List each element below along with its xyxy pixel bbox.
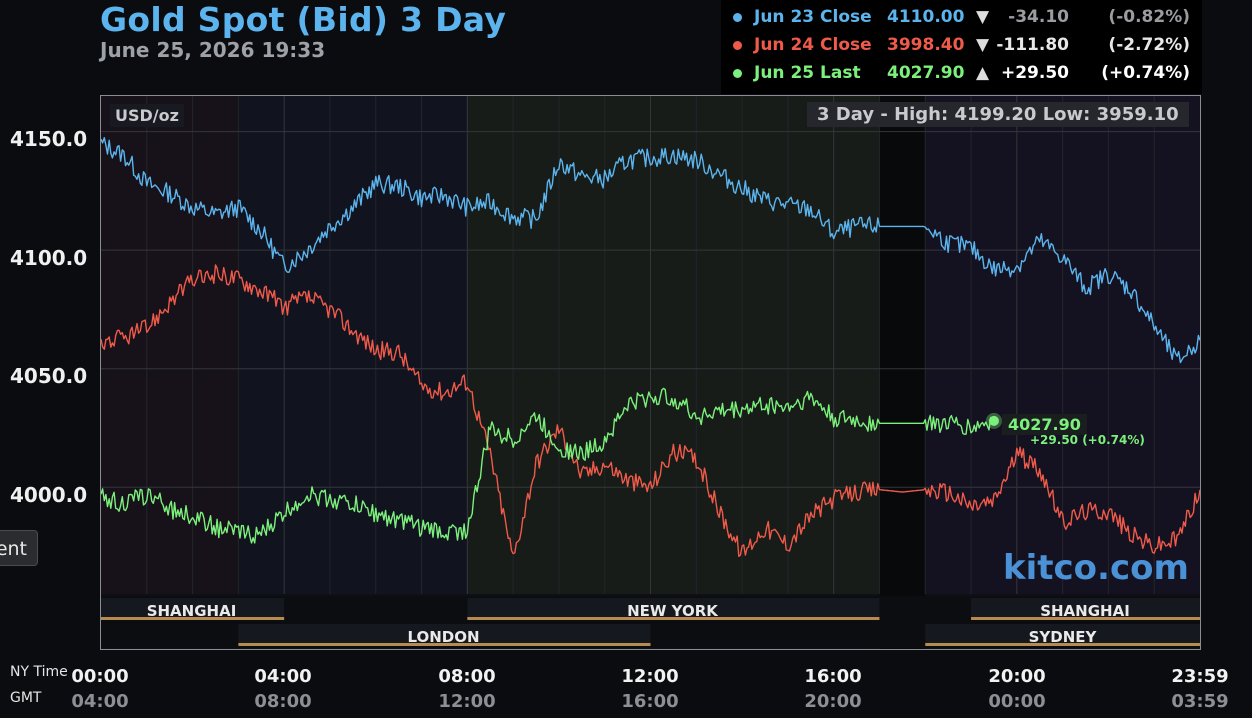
x-tick-ny: 23:59 <box>1171 666 1229 687</box>
session-bar-underline <box>971 617 1200 620</box>
unit-label: USD/oz <box>110 104 184 127</box>
x-tick-ny: 08:00 <box>438 666 496 687</box>
y-tick-label: 4100.0 <box>10 246 88 270</box>
series-line-jun-25-last <box>100 387 995 544</box>
x-tick-gmt: 08:00 <box>254 691 312 712</box>
x-tick-gmt: 12:00 <box>438 691 496 712</box>
legend-change: +29.50 <box>1000 63 1069 83</box>
legend-label: Jun 24 Close <box>754 35 872 55</box>
legend-row-jun24: Jun 24 Close 3998.40 ▼ -111.80 (-2.72%) <box>721 34 1202 58</box>
legend-price: 4110.00 <box>887 7 965 27</box>
page-title: Gold Spot (Bid) 3 Day <box>100 0 507 39</box>
gridlines <box>101 96 1200 594</box>
session-bar <box>971 598 1200 618</box>
x-tick-gmt: 16:00 <box>621 691 679 712</box>
session-bar <box>925 624 1200 644</box>
session-bar-underline <box>467 617 880 620</box>
x-tick-ny: 20:00 <box>988 666 1046 687</box>
legend-row-jun23: Jun 23 Close 4110.00 ▼ -34.10 (-0.82%) <box>721 6 1202 30</box>
legend-percent: (-2.72%) <box>1108 35 1190 55</box>
series-line-jun-24-close <box>100 264 1201 557</box>
x-tick-gmt: 20:00 <box>804 691 862 712</box>
up-arrow-icon: ▲ <box>976 63 990 83</box>
legend-price: 3998.40 <box>887 35 965 55</box>
timestamp: June 25, 2026 19:33 <box>100 38 326 62</box>
legend-change: -111.80 <box>996 35 1069 55</box>
ny-time-label: NY Time <box>10 664 68 680</box>
session-label-new-york: NEW YORK <box>627 602 718 620</box>
series-dot-icon <box>733 41 742 50</box>
legend-price: 4027.90 <box>887 63 965 83</box>
side-panel-button[interactable]: ent <box>0 530 38 566</box>
x-tick-gmt: 04:00 <box>71 691 129 712</box>
legend-row-jun25: Jun 25 Last 4027.90 ▲ +29.50 (+0.74%) <box>721 62 1202 86</box>
plot-border <box>100 95 1201 650</box>
x-tick-gmt: 03:59 <box>1171 691 1229 712</box>
session-label-shanghai: SHANGHAI <box>146 602 237 620</box>
legend-percent: (-0.82%) <box>1108 7 1190 27</box>
x-tick-ny: 04:00 <box>254 666 312 687</box>
x-tick-ny: 16:00 <box>804 666 862 687</box>
watermark-logo: kitco.com <box>1003 548 1189 588</box>
session-background <box>467 96 880 594</box>
session-label-shanghai: SHANGHAI <box>1040 602 1130 620</box>
gmt-label: GMT <box>10 690 42 706</box>
session-bar-underline <box>238 643 651 646</box>
session-background <box>238 96 468 594</box>
last-point-marker <box>988 415 999 426</box>
y-tick-label: 4050.0 <box>10 364 88 388</box>
last-price: 4027.90 <box>1008 415 1081 434</box>
high-low-readout: 3 Day - High: 4199.20 Low: 3959.10 <box>807 102 1189 127</box>
series-dot-icon <box>733 69 742 78</box>
series-line-jun-23-close <box>100 137 1201 364</box>
last-price-badge: 4027.90 <box>1002 414 1087 435</box>
session-bar <box>238 624 651 644</box>
legend-label: Jun 23 Close <box>754 7 872 27</box>
session-label-sydney: SYDNEY <box>1028 628 1097 646</box>
session-background <box>101 96 239 594</box>
down-arrow-icon: ▼ <box>976 7 990 27</box>
legend-percent: (+0.74%) <box>1101 63 1190 83</box>
market-closed-band <box>879 96 926 650</box>
session-bar-underline <box>101 617 285 620</box>
session-bar-underline <box>925 643 1200 646</box>
session-label-london: LONDON <box>407 628 480 646</box>
session-bar <box>467 598 880 618</box>
last-change: +29.50 (+0.74%) <box>1030 433 1145 447</box>
y-tick-label: 4000.0 <box>10 483 88 507</box>
legend-label: Jun 25 Last <box>754 63 861 83</box>
x-tick-ny: 12:00 <box>621 666 679 687</box>
series-dot-icon <box>733 13 742 22</box>
down-arrow-icon: ▼ <box>976 35 990 55</box>
session-bar <box>101 598 285 618</box>
legend-change: -34.10 <box>1008 7 1069 27</box>
series-lines <box>100 137 1201 557</box>
x-tick-gmt: 00:00 <box>988 691 1046 712</box>
legend: Jun 23 Close 4110.00 ▼ -34.10 (-0.82%) J… <box>721 0 1202 94</box>
session-bars <box>101 596 1200 648</box>
x-tick-ny: 00:00 <box>71 666 129 687</box>
y-tick-label: 4150.0 <box>10 127 88 151</box>
